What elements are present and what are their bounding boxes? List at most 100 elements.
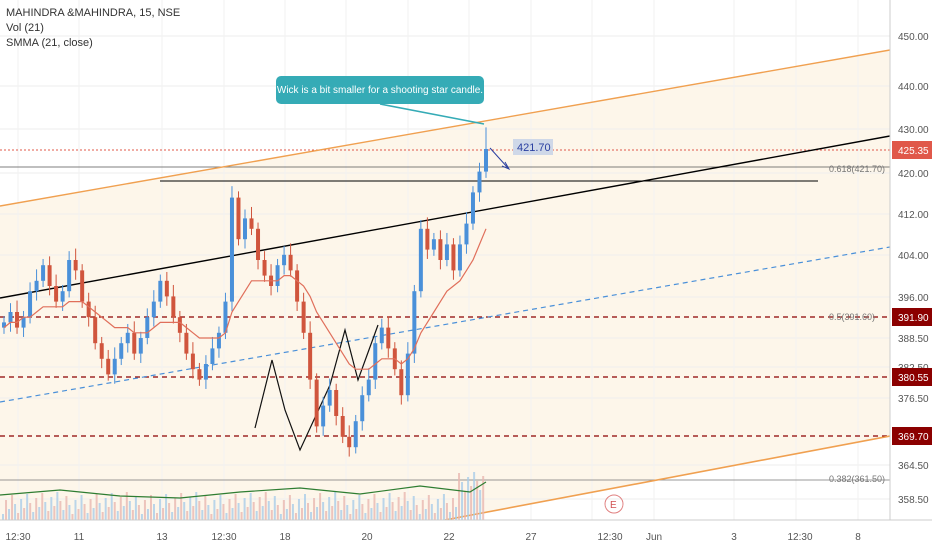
volume-bar	[267, 501, 270, 520]
volume-bar	[128, 501, 131, 520]
x-tick-label: 12:30	[787, 532, 812, 543]
x-tick-label: 8	[855, 532, 861, 543]
volume-bar	[74, 500, 77, 520]
volume-bar	[433, 513, 436, 520]
candle-body	[412, 291, 417, 354]
volume-bar	[252, 502, 255, 520]
volume-bar	[331, 506, 334, 520]
volume-bar	[20, 499, 23, 520]
price-tag-box	[513, 139, 553, 155]
volume-bar	[310, 512, 313, 520]
price-axis-tag-label: 391.90	[898, 313, 929, 324]
volume-bar	[304, 494, 306, 520]
volume-bar	[439, 508, 442, 520]
volume-bar	[322, 502, 325, 520]
volume-bar	[394, 511, 397, 520]
candle-body	[216, 332, 221, 349]
volume-bar	[83, 504, 86, 520]
volume-bar	[110, 493, 113, 520]
candle-body	[405, 353, 410, 396]
candle-body	[229, 197, 234, 302]
volume-bar	[77, 509, 80, 520]
channel-upper-line	[0, 49, 891, 207]
volume-bar	[98, 503, 101, 520]
volume-bar	[300, 508, 303, 520]
volume-bar	[467, 477, 470, 520]
volume-bar	[71, 514, 74, 520]
candle	[190, 342, 195, 379]
volume-bar	[412, 496, 415, 520]
volume-bar	[177, 507, 180, 520]
x-tick-label: 13	[156, 532, 168, 543]
candle-body	[203, 364, 208, 380]
candle	[151, 290, 156, 327]
candle-body	[418, 228, 423, 292]
candle	[15, 300, 20, 334]
volume-bar	[104, 498, 107, 520]
candle	[229, 186, 234, 311]
earnings-marker	[604, 494, 624, 514]
candle-body	[360, 395, 365, 422]
volume-bar	[216, 509, 219, 520]
candle-body	[288, 254, 293, 271]
price-axis-tag	[892, 308, 932, 326]
volume-bar	[89, 499, 92, 520]
arrow-shaft	[489, 147, 509, 169]
candle-body	[256, 228, 261, 260]
candle-body	[21, 317, 26, 328]
volume-bar	[430, 504, 433, 520]
volume-bar	[285, 509, 288, 520]
volume-bar	[198, 501, 201, 520]
volume-bar	[53, 506, 56, 520]
smma-indicator-label[interactable]: SMMA (21, close)	[6, 37, 93, 49]
candle	[67, 251, 72, 298]
candle	[451, 238, 456, 280]
volume-bar	[189, 497, 192, 520]
volume-bar	[319, 493, 322, 520]
volume-bar	[140, 514, 143, 520]
candle	[125, 323, 130, 353]
candle-body	[151, 301, 156, 318]
volume-indicator-label[interactable]: Vol (21)	[6, 22, 44, 34]
volume-bar	[201, 510, 204, 520]
candle	[93, 305, 98, 350]
volume-bar	[436, 499, 439, 520]
candle-body	[184, 332, 189, 354]
candle-body	[86, 301, 91, 318]
candle-body	[93, 317, 98, 344]
candle-body	[321, 405, 326, 427]
volume-bar	[153, 504, 155, 520]
y-tick-label: 376.50	[898, 394, 929, 405]
fib-label: 0.5(391.60)	[829, 312, 875, 322]
volume-bar	[382, 498, 385, 520]
price-axis-tag-label: 425.35	[898, 146, 929, 157]
volume-bar	[143, 500, 146, 520]
volume-bar	[195, 492, 198, 520]
smma-line	[3, 228, 487, 370]
candle	[249, 206, 254, 236]
volume-bar	[403, 492, 406, 520]
candle	[256, 222, 261, 270]
candle-body	[41, 265, 46, 281]
candle	[145, 308, 150, 345]
volume-bar	[68, 505, 71, 520]
candle-body	[464, 223, 469, 245]
annotation-callout[interactable]: Wick is a bit smaller for a shooting sta…	[276, 76, 484, 104]
y-tick-label: 440.00	[898, 82, 929, 93]
volume-bar	[23, 508, 26, 520]
x-tick-label: 11	[74, 532, 85, 543]
volume-bar	[162, 508, 165, 520]
volume-bar	[11, 495, 14, 520]
volume-bar	[156, 513, 159, 520]
candle	[54, 274, 59, 308]
volume-bar	[316, 507, 319, 520]
candle-body	[223, 301, 228, 333]
volume-bar	[415, 505, 418, 520]
volume-bar	[171, 512, 174, 520]
candle-body	[171, 296, 176, 318]
candle	[184, 323, 189, 360]
candle-body	[243, 218, 247, 240]
candle	[177, 310, 182, 343]
candle-body	[431, 239, 436, 250]
volume-bar	[476, 481, 479, 520]
